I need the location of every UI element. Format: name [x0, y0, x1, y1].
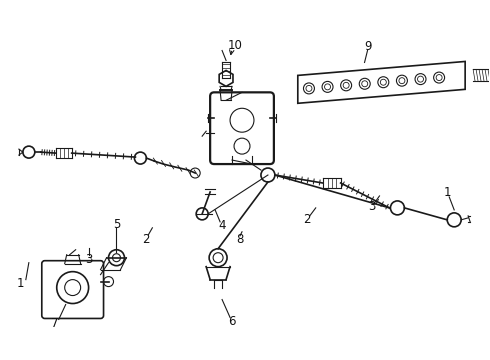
Text: 1: 1: [17, 277, 24, 290]
Text: 3: 3: [85, 253, 92, 266]
Text: 1: 1: [443, 186, 451, 199]
Text: 7: 7: [51, 317, 58, 330]
Text: 10: 10: [227, 39, 243, 52]
Text: 3: 3: [368, 201, 375, 213]
Text: 2: 2: [142, 233, 149, 246]
Text: 6: 6: [228, 315, 236, 328]
Text: 8: 8: [236, 233, 244, 246]
Text: 4: 4: [219, 219, 226, 232]
Text: 2: 2: [303, 213, 311, 226]
Text: 9: 9: [364, 40, 371, 53]
Text: 5: 5: [113, 218, 120, 231]
